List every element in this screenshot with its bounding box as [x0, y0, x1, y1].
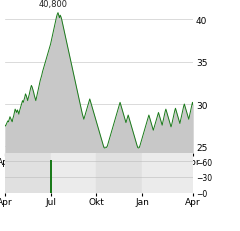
Bar: [96, 153, 142, 193]
Bar: [50, 160, 52, 193]
Bar: [5, 153, 51, 193]
Bar: [51, 153, 96, 193]
Text: 40,800: 40,800: [39, 0, 68, 9]
Text: 24,800: 24,800: [91, 153, 120, 161]
Bar: [142, 153, 194, 193]
